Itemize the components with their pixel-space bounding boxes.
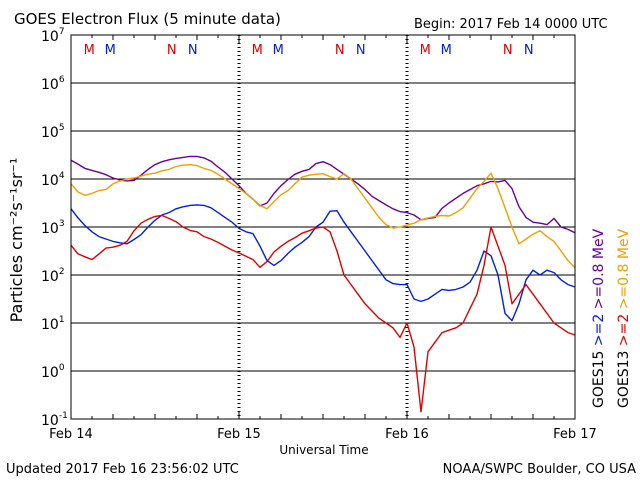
series-line-0 xyxy=(70,155,576,234)
marker-8: M xyxy=(420,43,431,58)
marker-2: N xyxy=(167,43,177,58)
credit-label: NOAA/SWPC Boulder, CO USA xyxy=(443,462,636,477)
legend-entry-1-1: >=2 xyxy=(616,314,632,351)
legend-entry-0-0: GOES15 xyxy=(591,351,607,408)
marker-1: M xyxy=(105,43,116,58)
day-separators xyxy=(237,35,409,419)
marker-11: N xyxy=(524,43,534,58)
legend-entry-0-1: >=2 xyxy=(591,314,607,351)
legend-col-1: GOES13 >=2 >=0.8 MeV xyxy=(616,228,632,408)
marker-7: N xyxy=(356,43,366,58)
y-tick-label-6: 101 xyxy=(41,315,65,333)
x-tick-label-1: Feb 15 xyxy=(217,427,261,442)
y-tick-label-7: 100 xyxy=(41,363,65,381)
legend-entry-0-2: >=0.8 MeV xyxy=(591,228,607,313)
series-line-3 xyxy=(70,214,576,413)
legend-entry-1-0: GOES13 xyxy=(616,351,632,408)
marker-3: N xyxy=(188,43,198,58)
y-tick-label-4: 103 xyxy=(41,219,65,237)
y-tick-labels: 107 106 105 104 103 102 101 100 10-1 xyxy=(41,27,575,429)
x-tick-label-3: Feb 17 xyxy=(553,427,597,442)
x-axis-label: Universal Time xyxy=(279,443,368,457)
marker-0: M xyxy=(84,43,95,58)
updated-label: Updated 2017 Feb 16 23:56:02 UTC xyxy=(6,462,239,477)
legend-entry-1-2: >=0.8 MeV xyxy=(616,228,632,313)
data-series xyxy=(70,155,576,413)
marker-9: M xyxy=(441,43,452,58)
y-tick-label-2: 105 xyxy=(41,123,65,141)
y-tick-label-3: 104 xyxy=(41,171,65,189)
begin-label: Begin: 2017 Feb 14 0000 UTC xyxy=(414,17,608,32)
chart-title: GOES Electron Flux (5 minute data) xyxy=(14,10,281,28)
y-tick-label-8: 10-1 xyxy=(41,411,68,429)
legend-col-0: GOES15 >=2 >=0.8 MeV xyxy=(591,228,607,408)
series-line-2 xyxy=(70,204,576,322)
series-line-1 xyxy=(70,163,576,269)
marker-4: M xyxy=(252,43,263,58)
y-axis-label: Particles cm⁻²s⁻¹sr⁻¹ xyxy=(7,158,26,323)
marker-10: N xyxy=(503,43,513,58)
marker-5: M xyxy=(273,43,284,58)
y-tick-label-1: 106 xyxy=(41,75,65,93)
y-tick-label-0: 107 xyxy=(41,27,65,45)
x-tick-labels: Feb 14 Feb 15 Feb 16 Feb 17 xyxy=(49,35,597,442)
y-tick-label-5: 102 xyxy=(41,267,65,285)
marker-6: N xyxy=(335,43,345,58)
x-tick-label-0: Feb 14 xyxy=(49,427,93,442)
x-tick-label-2: Feb 16 xyxy=(385,427,429,442)
